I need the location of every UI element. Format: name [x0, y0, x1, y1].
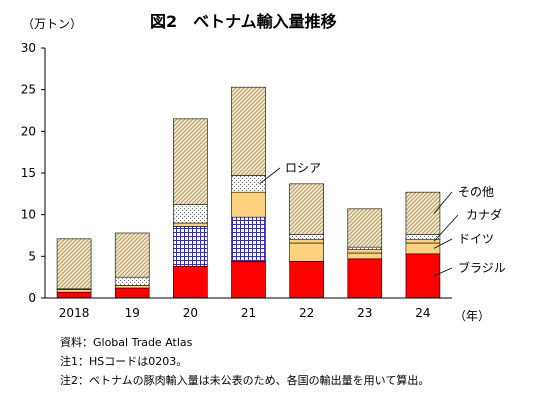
annotation-leader-line: [433, 267, 453, 277]
series-label: カナダ: [466, 207, 502, 222]
bar-segment: [114, 287, 150, 299]
x-tick-label: 23: [357, 306, 372, 320]
bar-segment: [56, 289, 92, 293]
bar-segment: [405, 234, 441, 240]
y-tick-label: 0: [28, 291, 36, 305]
x-tick-label: 20: [183, 306, 198, 320]
bar-segment: [56, 238, 92, 290]
series-label: その他: [458, 185, 494, 199]
x-tick-label: 2018: [59, 306, 90, 320]
series-label: ブラジル: [458, 260, 506, 275]
note-1: 注1：HSコードは0203。: [60, 355, 188, 368]
y-tick-label: 5: [28, 249, 36, 263]
bar-segment: [347, 249, 383, 254]
bar-segment: [347, 258, 383, 299]
bar-segment: [173, 226, 208, 267]
bar-segment: [289, 239, 324, 244]
bar-segment: [289, 242, 324, 262]
bar-segment: [347, 246, 383, 250]
bar-segment: [173, 204, 208, 224]
x-tick-label: 24: [415, 306, 430, 320]
y-tick-label: 10: [21, 208, 36, 222]
x-axis: 2018 19 20 21 22 23 24: [59, 306, 431, 320]
bar-segment: [231, 216, 266, 262]
x-tick-label: 21: [241, 306, 256, 320]
annotation-leader-line: [433, 214, 459, 242]
x-tick-label: 22: [299, 306, 314, 320]
bar-segment: [347, 208, 383, 248]
note-2: 注2：ベトナムの豚肉輸入量は未公表のため、各国の輸出量を用いて算出。: [60, 374, 430, 387]
bar-stacks: [56, 86, 441, 299]
chart-title: 図2 ベトナム輸入量推移: [150, 12, 337, 31]
bar-segment: [114, 276, 150, 286]
y-axis: 0 5 10 15 20 25 30: [21, 41, 45, 305]
y-axis-unit: （万トン）: [22, 17, 82, 31]
series-label: ロシア: [285, 161, 321, 175]
series-label: ドイツ: [458, 232, 494, 246]
bar-segment: [173, 222, 208, 227]
bar-segment: [347, 252, 383, 260]
bar-segment: [405, 242, 441, 255]
bar-segment: [114, 285, 150, 289]
y-tick-label: 20: [21, 124, 36, 138]
bar-segment: [173, 266, 208, 299]
x-axis-unit: （年）: [454, 309, 490, 323]
bar-segment: [56, 291, 92, 299]
annotation-leader-line: [433, 238, 453, 249]
source-note: 資料：Global Trade Atlas: [60, 336, 193, 349]
bar-segment: [231, 86, 266, 176]
annotation-leader-line: [259, 167, 281, 185]
bar-segment: [173, 118, 208, 205]
bar-segment: [231, 191, 266, 218]
footnotes: 資料：Global Trade Atlas 注1：HSコードは0203。 注2：…: [60, 333, 429, 390]
bar-segment: [405, 191, 441, 235]
bar-segment: [231, 175, 266, 193]
y-tick-label: 25: [21, 83, 36, 97]
bar-segment: [114, 232, 150, 278]
y-tick-label: 15: [21, 166, 36, 180]
bar-segment: [231, 261, 266, 299]
bar-segment: [289, 234, 324, 240]
y-tick-label: 30: [21, 41, 36, 55]
bar-segment: [289, 261, 324, 299]
x-tick-label: 19: [125, 306, 140, 320]
annotation-leader-line: [433, 191, 453, 214]
bar-segment: [289, 183, 324, 235]
